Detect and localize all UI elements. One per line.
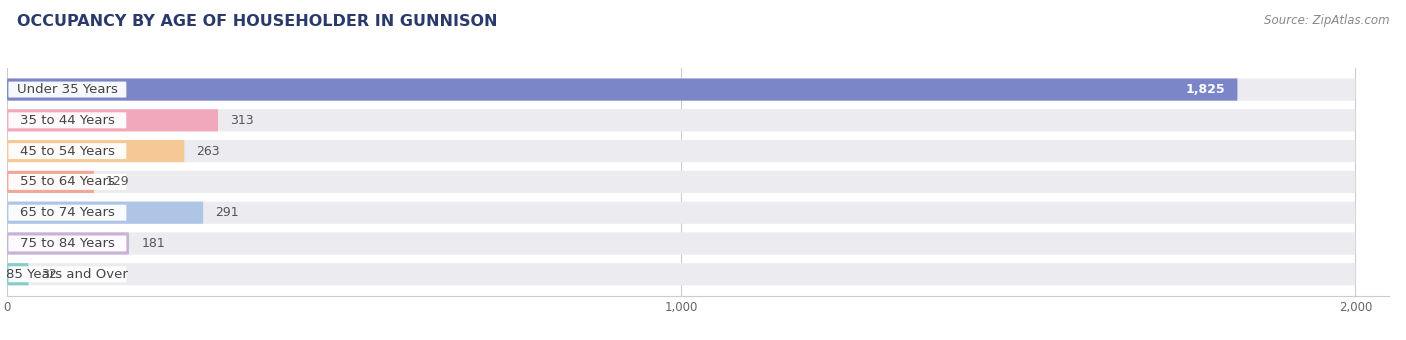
Text: 35 to 44 Years: 35 to 44 Years — [20, 114, 115, 127]
FancyBboxPatch shape — [7, 171, 94, 193]
Text: 129: 129 — [105, 175, 129, 188]
Text: 85 Years and Over: 85 Years and Over — [7, 268, 128, 281]
FancyBboxPatch shape — [8, 82, 127, 98]
FancyBboxPatch shape — [8, 266, 127, 282]
FancyBboxPatch shape — [7, 232, 1355, 255]
Text: Under 35 Years: Under 35 Years — [17, 83, 118, 96]
FancyBboxPatch shape — [7, 171, 1355, 193]
FancyBboxPatch shape — [7, 232, 129, 255]
FancyBboxPatch shape — [8, 236, 127, 252]
FancyBboxPatch shape — [7, 79, 1237, 101]
Text: OCCUPANCY BY AGE OF HOUSEHOLDER IN GUNNISON: OCCUPANCY BY AGE OF HOUSEHOLDER IN GUNNI… — [17, 14, 498, 29]
Text: 313: 313 — [231, 114, 254, 127]
FancyBboxPatch shape — [7, 140, 1355, 162]
FancyBboxPatch shape — [8, 174, 127, 190]
Text: 75 to 84 Years: 75 to 84 Years — [20, 237, 115, 250]
Text: 181: 181 — [141, 237, 165, 250]
FancyBboxPatch shape — [8, 205, 127, 221]
FancyBboxPatch shape — [7, 109, 1355, 132]
FancyBboxPatch shape — [8, 143, 127, 159]
FancyBboxPatch shape — [7, 263, 1355, 285]
Text: 55 to 64 Years: 55 to 64 Years — [20, 175, 115, 188]
Text: 45 to 54 Years: 45 to 54 Years — [20, 144, 115, 158]
Text: 32: 32 — [41, 268, 56, 281]
FancyBboxPatch shape — [7, 79, 1355, 101]
Text: 291: 291 — [215, 206, 239, 219]
FancyBboxPatch shape — [7, 263, 28, 285]
FancyBboxPatch shape — [7, 202, 1355, 224]
FancyBboxPatch shape — [8, 112, 127, 128]
Text: 1,825: 1,825 — [1185, 83, 1225, 96]
FancyBboxPatch shape — [7, 109, 218, 132]
Text: 65 to 74 Years: 65 to 74 Years — [20, 206, 115, 219]
FancyBboxPatch shape — [7, 140, 184, 162]
Text: 263: 263 — [197, 144, 221, 158]
Text: Source: ZipAtlas.com: Source: ZipAtlas.com — [1264, 14, 1389, 27]
FancyBboxPatch shape — [7, 202, 204, 224]
